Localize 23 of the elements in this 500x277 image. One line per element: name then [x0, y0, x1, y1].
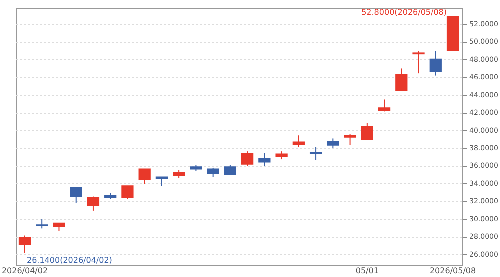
candlestick: [361, 122, 374, 140]
candlestick: [207, 167, 220, 178]
candlestick: [18, 235, 32, 254]
candlestick: [241, 151, 254, 167]
candlestick: [344, 134, 356, 146]
candlestick: [412, 50, 425, 74]
candlestick: [224, 164, 237, 176]
candlestick: [396, 68, 408, 92]
candlestick: [138, 168, 151, 185]
x-tick-label: 2026/05/08: [430, 266, 476, 276]
candlestick: [430, 50, 442, 76]
candlestick: [258, 152, 271, 167]
candlestick: [87, 196, 100, 212]
candlestick: [70, 187, 82, 204]
candlestick: [310, 146, 322, 161]
annotation: 52.8000(2026/05/08): [362, 8, 448, 17]
candlestick: [36, 218, 48, 230]
candlestick: [122, 186, 134, 200]
x-tick-label: 05/01: [356, 266, 379, 276]
annotation: 26.1400(2026/04/02): [26, 256, 112, 266]
candlestick: [327, 138, 340, 149]
x-tick-label: 2026/04/02: [2, 266, 48, 276]
candlestick: [292, 135, 305, 148]
